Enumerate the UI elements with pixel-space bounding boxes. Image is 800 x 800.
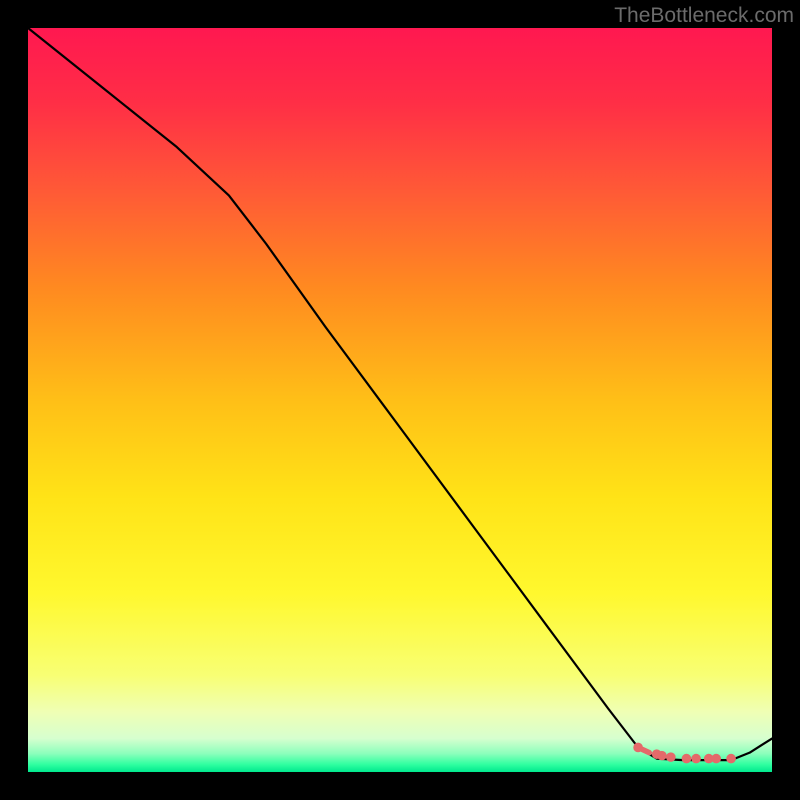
gradient-background bbox=[28, 28, 772, 772]
chart-stage: TheBottleneck.com bbox=[0, 0, 800, 800]
plot-area bbox=[28, 28, 772, 772]
watermark-text: TheBottleneck.com bbox=[614, 4, 794, 28]
